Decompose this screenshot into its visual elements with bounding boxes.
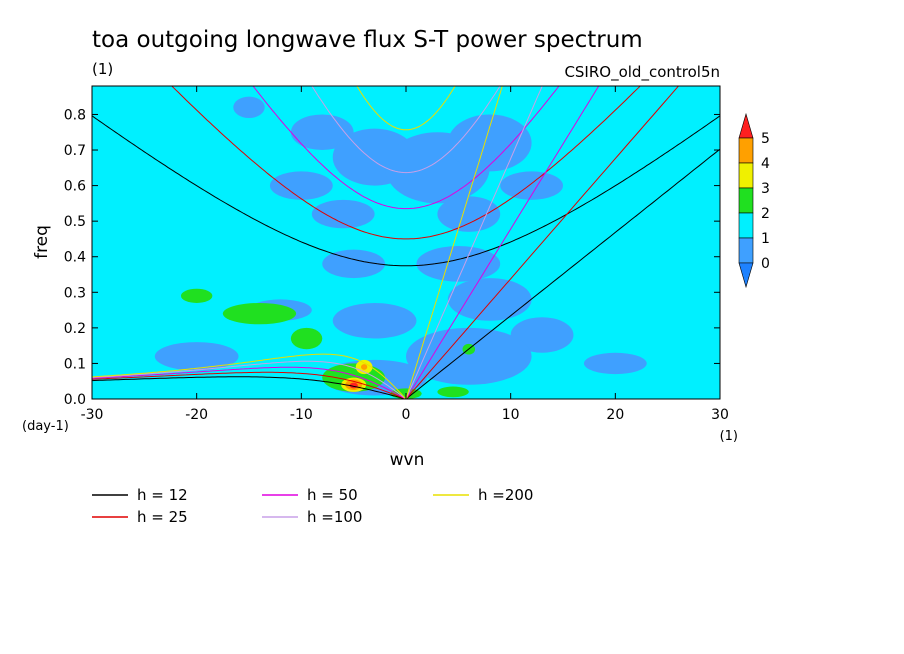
rossby-curve-h200 <box>92 353 407 399</box>
colorbar-label: 0 <box>761 256 770 272</box>
rossby-curve-h25 <box>92 371 407 399</box>
kelvin-curve-h25 <box>405 86 680 399</box>
legend-label-3: h =100 <box>307 508 362 526</box>
inertio-gravity-curve-h25 <box>171 86 641 240</box>
colorbar-label: 5 <box>761 131 770 147</box>
y-tick-label: 0.4 <box>64 250 86 266</box>
colorbar-label: 3 <box>761 181 770 197</box>
chart-title: toa outgoing longwave flux S-T power spe… <box>92 27 643 53</box>
x-axis: -30 -20 -10 0 10 20 30 <box>81 86 729 423</box>
x-unit-label: (1) <box>720 429 738 444</box>
y-tick-label: 0.1 <box>64 356 86 372</box>
colorbar-label: 1 <box>761 231 770 247</box>
legend-label-2: h = 50 <box>307 486 358 504</box>
y-tick-label: 0.0 <box>64 392 86 408</box>
kelvin-curve-h50 <box>405 86 600 399</box>
y-tick-label: 0.6 <box>64 179 86 195</box>
x-tick-label: -30 <box>81 407 104 423</box>
spectrum-region-29 <box>360 364 368 370</box>
y-tick-label: 0.5 <box>64 214 86 230</box>
spectrum-region-9 <box>322 249 386 279</box>
legend: h = 12 h = 25 h = 50 h =100 h =200 <box>92 486 533 526</box>
x-tick-label: 0 <box>402 407 411 423</box>
x-tick-label: -20 <box>185 407 208 423</box>
y-unit-label: (day-1) <box>22 419 69 434</box>
colorbar-swatch <box>738 212 754 239</box>
inertio-gravity-curve-h12 <box>92 115 720 267</box>
spectrum-region-11 <box>447 278 532 321</box>
spectrum-region-7 <box>437 196 501 232</box>
spectrum-region-24 <box>437 386 469 398</box>
spectrum-regions <box>154 96 647 399</box>
inertio-gravity-curve-h200 <box>356 86 456 131</box>
spectrum-region-0 <box>233 96 265 119</box>
x-tick-label: 30 <box>711 407 729 423</box>
spectrum-region-12 <box>510 317 574 353</box>
y-axis-label: freq <box>32 225 52 259</box>
legend-label-1: h = 25 <box>137 508 188 526</box>
colorbar-label: 2 <box>761 206 770 222</box>
chart-subtitle-right: CSIRO_old_control5n <box>564 63 720 82</box>
spectrum-region-13 <box>406 327 532 385</box>
legend-label-0: h = 12 <box>137 486 188 504</box>
legend-label-4: h =200 <box>478 486 533 504</box>
colorbar-arrow-bottom <box>738 262 754 289</box>
spectrum-region-14 <box>332 302 417 339</box>
y-tick-label: 0.3 <box>64 285 86 301</box>
spectrum-region-21 <box>290 327 323 350</box>
spectrum-region-20 <box>180 288 213 303</box>
colorbar-arrow-top <box>738 112 754 139</box>
x-axis-label: wvn <box>390 450 425 470</box>
dispersion-curves <box>92 86 720 399</box>
inertio-gravity-curve-h100 <box>311 86 501 174</box>
chart-subtitle-left: (1) <box>92 60 113 78</box>
spectrum-region-4 <box>447 114 532 172</box>
rossby-curve-h50 <box>92 366 407 399</box>
x-tick-label: 20 <box>606 407 624 423</box>
x-tick-label: -10 <box>290 407 313 423</box>
inertio-gravity-curve-h50 <box>252 86 560 210</box>
spectrum-region-19 <box>222 302 297 325</box>
spectrum-region-16 <box>154 342 239 371</box>
kelvin-curve-h200 <box>405 86 503 399</box>
kelvin-curve-h100 <box>405 86 543 399</box>
colorbar-label: 4 <box>761 156 770 172</box>
spectrum-region-5 <box>269 171 333 200</box>
colorbar: 0 1 2 3 4 5 <box>738 112 770 289</box>
spectrum-region-10 <box>416 246 501 282</box>
colorbar-swatch <box>738 237 754 264</box>
y-axis: 0.0 0.1 0.2 0.3 0.4 0.5 0.6 0.7 0.8 <box>64 107 720 408</box>
y-tick-label: 0.7 <box>64 143 86 159</box>
plot-area <box>91 85 721 400</box>
kelvin-curve-h12 <box>405 148 720 399</box>
rossby-curve-h12 <box>92 376 407 399</box>
spectrum-region-8 <box>500 171 563 200</box>
colorbar-swatch <box>738 137 754 164</box>
y-tick-label: 0.8 <box>64 107 86 123</box>
colorbar-swatch <box>738 187 754 214</box>
rossby-curve-h100 <box>92 360 407 399</box>
spectrum-region-18 <box>583 352 647 375</box>
spectrum-region-6 <box>311 199 375 229</box>
y-tick-label: 0.2 <box>64 321 86 337</box>
x-tick-label: 10 <box>502 407 520 423</box>
colorbar-swatch <box>738 162 754 189</box>
